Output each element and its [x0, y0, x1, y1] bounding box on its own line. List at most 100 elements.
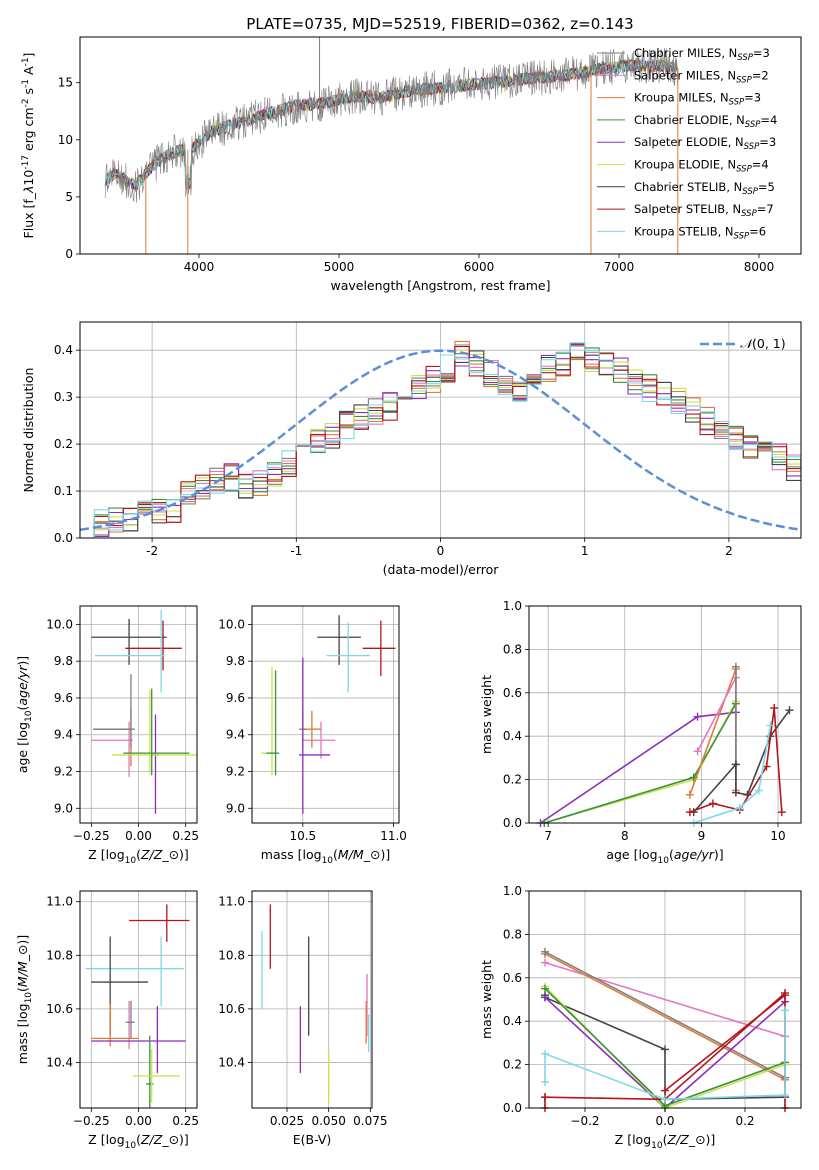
x-tick-label: 4000 [184, 260, 215, 274]
y-tick-label: 9.8 [226, 654, 245, 668]
y-tick-label: 10.0 [218, 617, 245, 631]
mass-weight-marker-kroupa_stelib [735, 803, 744, 812]
errorbar-salpeter_miles [91, 721, 133, 778]
y-axis-label: mass weight [479, 675, 494, 754]
errorbar-salpeter_elodie [91, 1006, 186, 1074]
x-tick-label: 0.075 [353, 1114, 387, 1128]
y-tick-label: 10.6 [218, 1002, 245, 1016]
errorbar-kroupa_stelib [95, 609, 165, 693]
x-tick-label: 1 [581, 544, 589, 558]
mass-vs-metallicity-panel: −0.25 0.00 0.25 10.4 10.6 10.8 11.0 Z [log10(Z/… [15, 890, 199, 1151]
x-tick-label: 6000 [464, 260, 495, 274]
y-tick-label: 9.2 [226, 765, 245, 779]
mass-weight-marker-salpeter_stelib [781, 991, 789, 1000]
x-tick-label: 0.025 [270, 1114, 304, 1128]
y-tick-label: 0.2 [503, 1058, 522, 1072]
x-tick-label: -1 [290, 544, 302, 558]
errorbar-chabrier_stelib [91, 618, 167, 665]
mass-weight-marker-kroupa_stelib [781, 1090, 789, 1099]
x-tick-label: 0.050 [311, 1114, 345, 1128]
spectrum-line-chabrier_miles [104, 47, 678, 203]
histogram-salpeter_stelib [80, 346, 801, 538]
plot-frame [251, 605, 400, 824]
age-vs-metallicity-panel: −0.25 0.00 0.25 9.0 9.2 9.4 9.6 9.8 10.0 Z [log10… [15, 605, 199, 866]
histogram-chabrier_stelib [80, 343, 801, 538]
y-tick-label: 0.4 [503, 1014, 522, 1028]
x-axis-label: (data-model)/error [383, 562, 500, 577]
spectrum-lines [104, 37, 679, 254]
mass-weight-marker-kroupa_stelib [541, 1049, 549, 1058]
errorbars [85, 904, 190, 1108]
y-axis-label: Flux [f_λ10-17 erg cm-2 s-1 A-1] [21, 53, 36, 239]
legend: Chabrier MILES, NSSP=3 Salpeter MILES, NS… [597, 46, 777, 241]
errorbars [91, 609, 197, 814]
spectrum-panel: 4000 5000 6000 7000 8000 0 5 10 15 wavelength [An… [21, 36, 802, 293]
y-tick-label: 9.8 [54, 654, 73, 668]
mass-weight-marker-salpeter_stelib [708, 799, 717, 808]
errorbar-salpeter_elodie [299, 657, 331, 814]
y-tick-label: 1.0 [503, 884, 522, 898]
legend-label-chabrier_stelib: Chabrier STELIB, NSSP=5 [634, 180, 775, 197]
errorbar-chabrier_stelib [91, 936, 148, 1036]
legend-label-kroupa_elodie: Kroupa ELODIE, NSSP=4 [634, 158, 769, 175]
y-tick-label: 15 [58, 76, 73, 90]
errorbar-salpeter_stelib [129, 904, 190, 942]
mass-weight-marker-chabrier_stelib [731, 788, 740, 797]
errorbar-salpeter_elodie [151, 714, 160, 814]
y-axis-label: mass weight [479, 960, 494, 1039]
x-tick-label: 0.00 [125, 829, 152, 843]
normal-curve [80, 349, 801, 532]
mass-weight-marker-chabrier_stelib [661, 1045, 669, 1054]
y-tick-label: 9.0 [54, 801, 73, 815]
y-tick-label: 5 [65, 190, 73, 204]
y-tick-label: 0.0 [503, 816, 522, 830]
errorbar-chabrier_elodie [146, 1035, 154, 1108]
y-tick-label: 9.2 [54, 765, 73, 779]
x-tick-label: 11.0 [380, 829, 407, 843]
legend-label-normal: 𝒩(0, 1) [740, 336, 786, 351]
mass-weight-marker-kroupa_miles [685, 790, 694, 799]
y-tick-label: 10.8 [218, 948, 245, 962]
x-tick-label: 10 [770, 829, 785, 843]
x-tick-label: −0.25 [73, 1114, 110, 1128]
plot-frame [79, 36, 802, 255]
x-tick-label: -2 [146, 544, 158, 558]
mass-weight-marker-chabrier_elodie [541, 984, 549, 993]
mass-weight-marker-chabrier_stelib [731, 760, 740, 769]
residual-histogram-panel: -2 -1 0 1 2 0.0 0.1 0.2 0.3 0.4 (data-model)/error… [21, 321, 802, 577]
errorbar-salpeter_miles [125, 1000, 133, 1050]
mass-weight-marker-kroupa_stelib [766, 721, 775, 730]
x-axis-label: Z [log10(Z/Z_⊙)] [615, 1132, 716, 1151]
x-axis-label: E(B-V) [293, 1132, 332, 1147]
histograms [80, 340, 801, 538]
mass-weight-line-chabrier_miles [544, 951, 786, 1079]
figure-title: PLATE=0735, MJD=52519, FIBERID=0362, z=0… [246, 15, 633, 33]
y-tick-label: 9.6 [226, 691, 245, 705]
y-tick-label: 11.0 [46, 895, 73, 909]
x-tick-label: 0.00 [125, 1114, 152, 1128]
y-tick-label: 9.4 [54, 728, 73, 742]
errorbar-kroupa_elodie [132, 1049, 181, 1103]
y-tick-label: 9.6 [54, 691, 73, 705]
errorbar-salpeter_miles [302, 721, 336, 759]
y-tick-label: 1.0 [503, 599, 522, 613]
x-axis-label: Z [log10(Z/Z_⊙)] [88, 1132, 189, 1151]
mass-weight-line-kroupa_miles [689, 668, 737, 796]
axes [80, 606, 197, 823]
errorbar-chabrier_miles [127, 1000, 135, 1039]
mass-weight-marker-salpeter_elodie [541, 993, 549, 1002]
y-tick-label: 10.4 [218, 1055, 245, 1069]
histogram-chabrier_miles [80, 344, 801, 538]
mass-weight-line-salpeter_stelib [664, 994, 786, 1092]
x-tick-label: 7000 [604, 260, 635, 274]
mass-weight-marker-salpeter_stelib [685, 808, 694, 817]
y-tick-label: 10.6 [46, 1002, 73, 1016]
x-axis-label: Z [log10(Z/Z_⊙)] [88, 847, 189, 866]
y-tick-label: 10.4 [46, 1055, 73, 1069]
y-tick-label: 0.3 [54, 390, 73, 404]
y-tick-label: 0.0 [54, 531, 73, 545]
mass-weight-vs-age-panel: 7 8 9 10 0.0 0.2 0.4 0.6 0.8 1.0 age [log10(age/yr… [479, 599, 802, 866]
x-tick-label: 0.25 [172, 1114, 199, 1128]
axes [80, 322, 801, 539]
x-tick-label: 0.0 [655, 1114, 674, 1128]
